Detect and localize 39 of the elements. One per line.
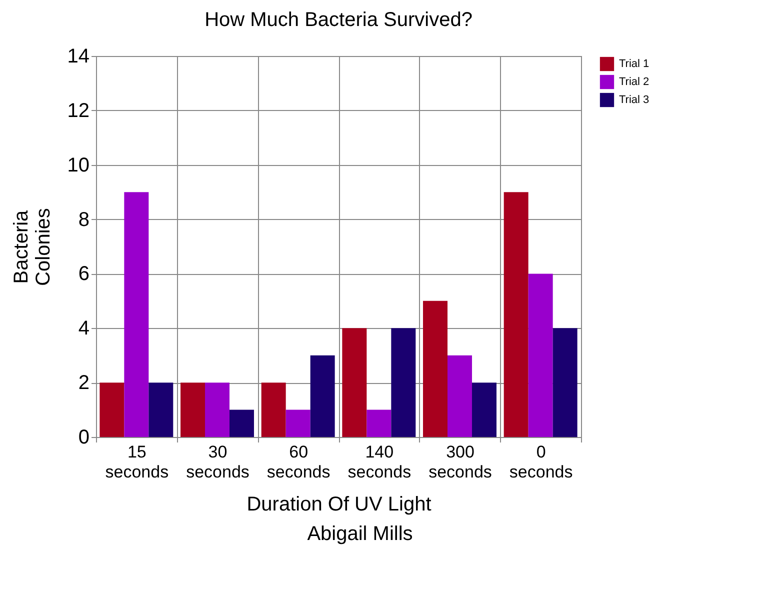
x-axis-title: Duration Of UV Light	[246, 494, 432, 516]
y-tick-label: 2	[78, 372, 90, 394]
y-axis-title: Bacteria Colonies	[10, 208, 54, 286]
legend-label: Trial 3	[619, 94, 650, 106]
bar	[342, 328, 367, 437]
bar	[180, 382, 206, 437]
y-tick-label: 10	[67, 154, 90, 176]
bar	[124, 192, 149, 437]
legend-label: Trial 1	[619, 58, 650, 70]
bar	[148, 382, 174, 437]
bar	[310, 355, 335, 437]
y-tick-label: 4	[78, 318, 90, 340]
x-tick-label: 0 seconds	[509, 442, 573, 482]
chart-title: How Much Bacteria Survived?	[204, 9, 472, 31]
bar	[229, 410, 254, 437]
bar	[552, 328, 578, 437]
legend-label: Trial 2	[619, 76, 650, 88]
bar	[423, 300, 448, 437]
bar	[261, 382, 286, 437]
y-tick-label: 0	[78, 426, 90, 448]
bar	[391, 328, 416, 437]
x-tick-label: 60 seconds	[266, 442, 330, 482]
text: Abigail Mills	[306, 523, 414, 546]
bar	[100, 382, 124, 437]
bar	[472, 382, 496, 437]
bar	[448, 355, 472, 437]
x-tick-label: 300 seconds	[428, 442, 492, 482]
y-tick-label: 6	[78, 263, 90, 286]
y-tick-label: 8	[78, 208, 90, 231]
x-tick-label: 15 seconds	[105, 442, 169, 482]
y-tick-label: 14	[67, 46, 90, 68]
bar	[205, 382, 230, 437]
y-tick-label: 12	[67, 100, 90, 122]
bar	[528, 274, 553, 437]
bar	[366, 410, 392, 437]
x-tick-label: 140 seconds	[348, 442, 412, 482]
bar	[504, 192, 528, 437]
bar	[286, 410, 310, 437]
x-tick-label: 30 seconds	[186, 442, 250, 482]
